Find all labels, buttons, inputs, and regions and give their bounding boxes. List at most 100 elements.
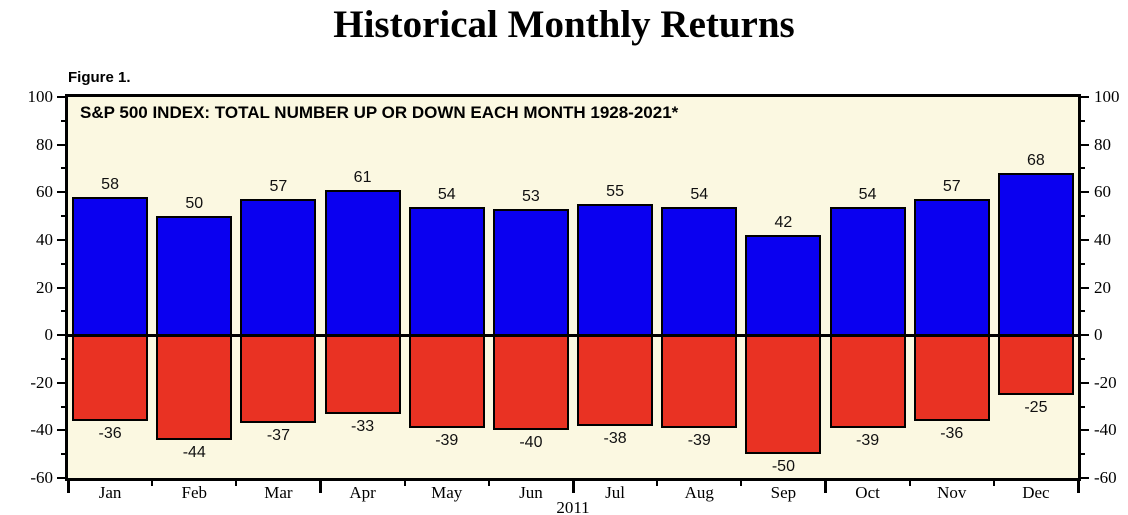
- y-tick-mark: [1081, 286, 1089, 289]
- bar-value-label: -39: [435, 431, 459, 449]
- y-tick-mark: [57, 429, 65, 432]
- y-tick-label: 60: [1094, 182, 1111, 202]
- y-tick-label: 40: [1094, 229, 1111, 249]
- bar-value-label: 54: [690, 185, 709, 203]
- chart-plot-area: [65, 94, 1081, 481]
- bar-down-may: [408, 335, 485, 428]
- y-tick-mark: [1081, 334, 1089, 337]
- y-tick-label: 40: [36, 229, 53, 249]
- bar-value-label: -50: [771, 458, 795, 476]
- bar-value-label: 61: [353, 168, 372, 186]
- y-minor-tick-mark: [61, 357, 65, 360]
- bar-up-jun: [492, 208, 569, 337]
- x-tick-label: Mar: [264, 483, 293, 502]
- bar-value-label: -36: [98, 424, 122, 442]
- bar-down-dec: [997, 335, 1074, 395]
- y-tick-mark: [57, 238, 65, 241]
- y-minor-tick-mark: [1081, 405, 1085, 408]
- x-minor-tick-mark: [403, 481, 406, 486]
- zero-axis-line: [68, 333, 1078, 337]
- bar-up-nov: [913, 199, 990, 337]
- y-minor-tick-mark: [61, 262, 65, 265]
- y-tick-label: -40: [1094, 420, 1117, 440]
- x-minor-tick-mark: [235, 481, 238, 486]
- bar-down-apr: [324, 335, 401, 414]
- y-tick-mark: [57, 286, 65, 289]
- y-tick-label: 0: [44, 325, 54, 345]
- bar-value-label: -39: [687, 431, 711, 449]
- x-tick-label: Dec: [1022, 483, 1050, 502]
- y-tick-mark: [1081, 96, 1089, 98]
- bar-down-feb: [156, 335, 233, 440]
- y-tick-label: -20: [30, 372, 53, 392]
- bar-up-mar: [240, 199, 317, 337]
- y-minor-tick-mark: [1081, 215, 1085, 218]
- y-tick-label: 20: [1094, 277, 1111, 297]
- y-tick-mark: [57, 143, 65, 146]
- bar-value-label: 53: [522, 187, 540, 205]
- x-minor-tick-mark: [656, 481, 659, 486]
- x-tick-label: May: [431, 483, 463, 502]
- figure-label: Figure 1.: [68, 69, 131, 86]
- y-tick-label: 80: [36, 134, 53, 154]
- y-minor-tick-mark: [61, 119, 65, 122]
- x-tick-label: Apr: [349, 483, 376, 502]
- y-minor-tick-mark: [61, 310, 65, 313]
- x-minor-tick-mark: [151, 481, 154, 486]
- y-tick-mark: [1081, 381, 1089, 384]
- y-minor-tick-mark: [61, 215, 65, 218]
- y-tick-mark: [57, 477, 65, 479]
- bar-value-label: -40: [519, 434, 543, 452]
- y-tick-mark: [1081, 143, 1089, 146]
- x-tick-label: Jun: [519, 483, 543, 502]
- bar-value-label: 50: [185, 195, 204, 213]
- y-tick-mark: [57, 96, 65, 98]
- y-tick-label: 20: [36, 277, 53, 297]
- y-minor-tick-mark: [1081, 453, 1085, 456]
- bar-value-label: 54: [437, 185, 456, 203]
- y-minor-tick-mark: [1081, 167, 1085, 170]
- bar-value-label: 57: [942, 178, 961, 196]
- x-minor-tick-mark: [740, 481, 743, 486]
- bar-up-dec: [997, 173, 1074, 337]
- chart-title: S&P 500 INDEX: TOTAL NUMBER UP OR DOWN E…: [80, 103, 679, 122]
- y-tick-label: 60: [36, 182, 53, 202]
- bar-up-feb: [156, 216, 233, 337]
- y-tick-mark: [1081, 238, 1089, 241]
- bar-up-may: [408, 206, 485, 337]
- bar-up-sep: [745, 235, 822, 337]
- bar-value-label: -36: [940, 424, 964, 442]
- bar-value-label: 55: [606, 183, 624, 201]
- x-tick-mark: [319, 478, 322, 493]
- y-tick-label: -20: [1094, 372, 1117, 392]
- x-minor-tick-mark: [992, 481, 995, 486]
- x-axis-year-label: 2011: [556, 498, 590, 515]
- y-tick-mark: [57, 191, 65, 194]
- y-minor-tick-mark: [1081, 310, 1085, 313]
- bar-down-oct: [829, 335, 906, 428]
- bar-down-aug: [661, 335, 738, 428]
- x-tick-label: Jan: [98, 483, 122, 502]
- x-tick-mark: [571, 478, 575, 493]
- bar-value-label: -37: [266, 427, 290, 445]
- x-tick-label: Aug: [684, 483, 714, 502]
- x-tick-label: Nov: [937, 483, 967, 502]
- bar-up-jul: [577, 204, 654, 337]
- y-tick-label: 80: [1094, 134, 1111, 154]
- y-tick-mark: [1081, 429, 1089, 432]
- y-tick-mark: [1081, 477, 1089, 479]
- x-tick-label: Sep: [770, 483, 797, 502]
- y-tick-label: -40: [30, 420, 53, 440]
- x-tick-label: Jul: [605, 483, 625, 502]
- x-tick-mark: [1076, 478, 1080, 493]
- bar-value-label: -38: [603, 429, 627, 447]
- y-tick-mark: [1081, 191, 1089, 194]
- bar-value-label: 68: [1027, 152, 1045, 170]
- y-tick-label: 0: [1094, 325, 1103, 345]
- bar-down-nov: [913, 335, 990, 421]
- y-minor-tick-mark: [61, 167, 65, 170]
- bar-value-label: 42: [774, 214, 793, 232]
- bar-down-sep: [745, 335, 822, 455]
